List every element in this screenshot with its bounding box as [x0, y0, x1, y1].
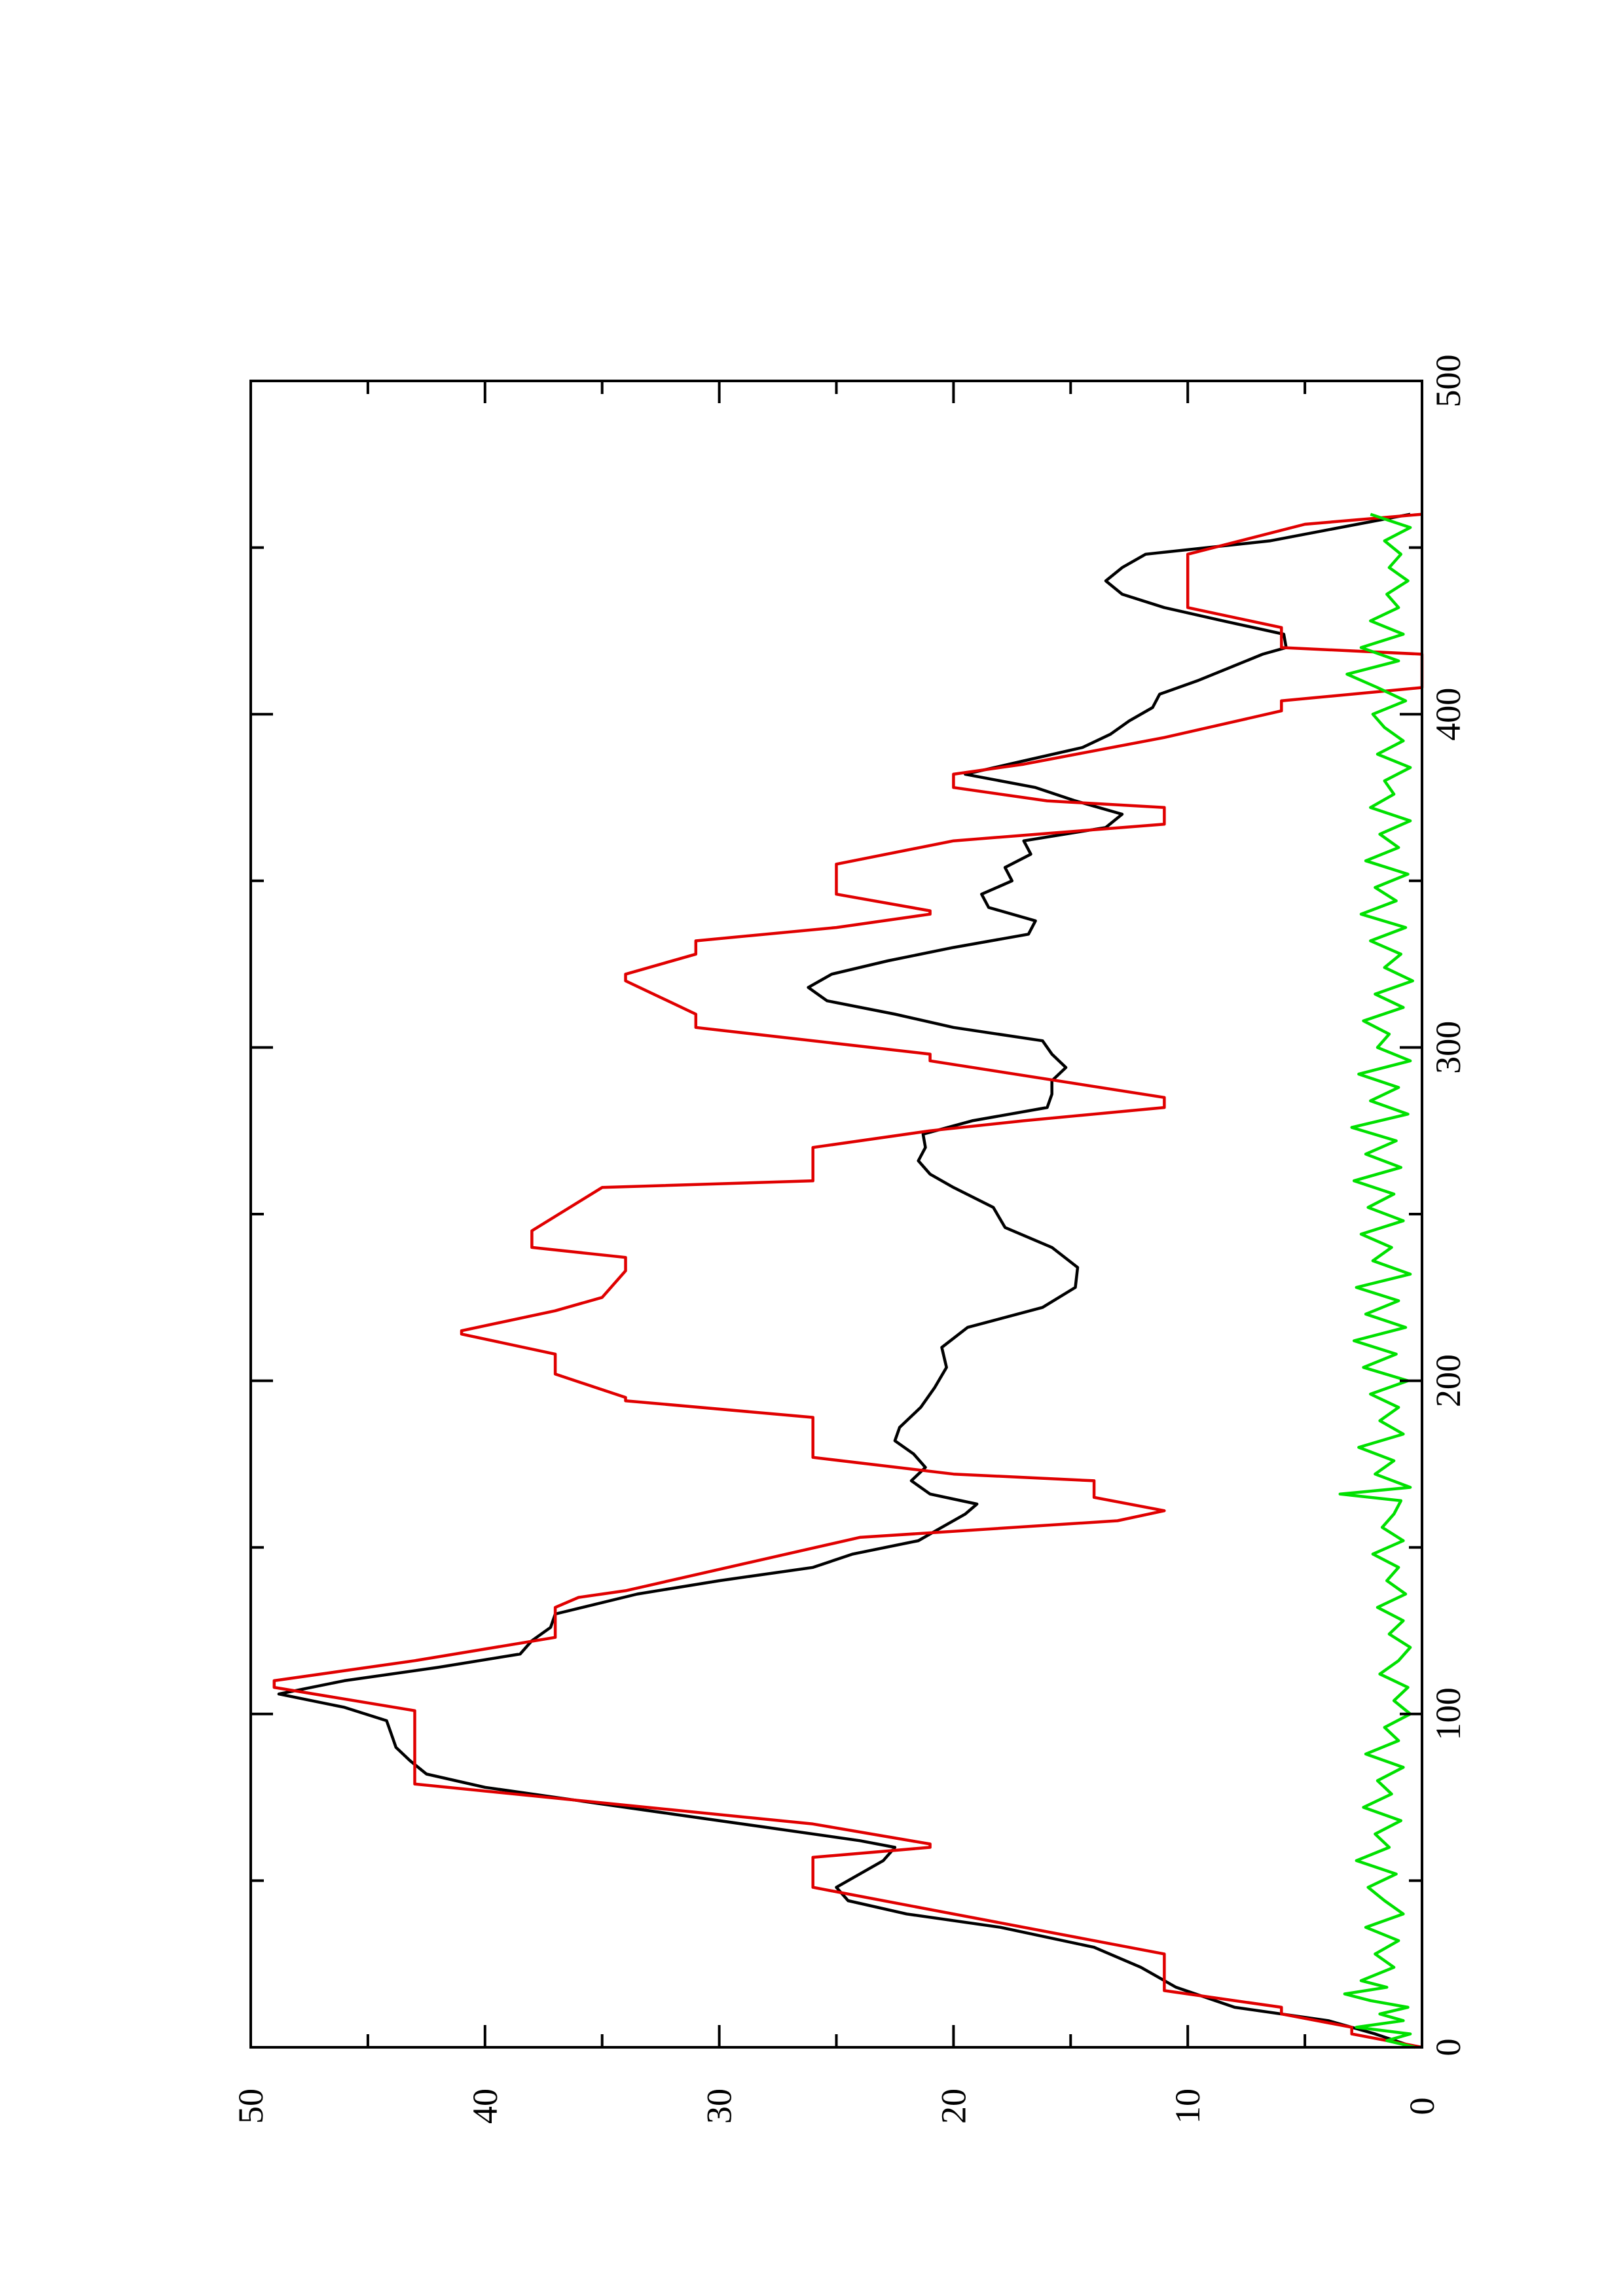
x-tick-label-300: 300	[1429, 1021, 1468, 1074]
y-tick-label-40: 40	[465, 2089, 505, 2124]
series-layer	[272, 512, 1424, 2049]
y-tick-label-0: 0	[1402, 2098, 1442, 2115]
y-tick-label-10: 10	[1168, 2089, 1207, 2124]
x-tick-label-0: 0	[1429, 2039, 1468, 2056]
plot-frame	[249, 380, 1423, 2049]
x-tick-label-100: 100	[1429, 1687, 1468, 1740]
x-tick-label-200: 200	[1429, 1354, 1468, 1407]
x-tick-label-400: 400	[1429, 688, 1468, 741]
tick-layer	[249, 380, 1423, 2049]
series-line-3	[1338, 512, 1415, 2049]
series-line-2	[272, 512, 1424, 2049]
x-tick-label-500: 500	[1429, 355, 1468, 408]
label-layer: 0 100 200 300 400 500 0 10 20 30 40 50	[231, 355, 1468, 2125]
y-tick-label-20: 20	[934, 2089, 973, 2124]
y-tick-label-30: 30	[700, 2089, 739, 2124]
y-tick-label-50: 50	[231, 2089, 270, 2124]
series-line-1	[277, 512, 1416, 2049]
